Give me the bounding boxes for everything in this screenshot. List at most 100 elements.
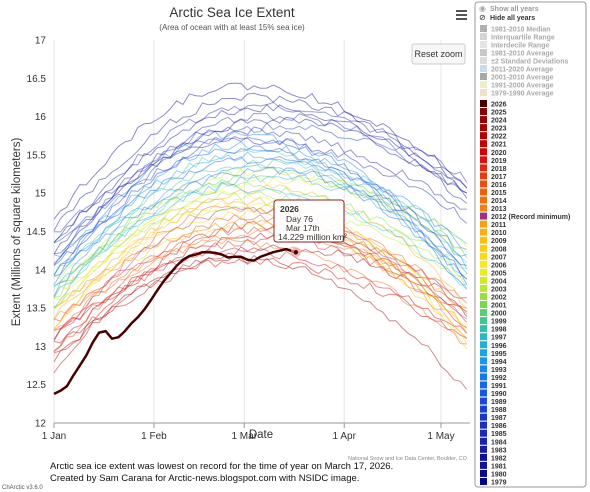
legend-item-1979[interactable]: 1979: [480, 477, 507, 487]
legend-item-1986[interactable]: 1986: [480, 421, 507, 431]
legend-item-2019[interactable]: 2019: [480, 156, 507, 165]
legend-swatch: [480, 172, 487, 180]
legend-label: 1993: [491, 367, 507, 374]
legend-item-1981-2010-average[interactable]: 1981-2010 Average: [480, 49, 554, 58]
legend-label: 1996: [491, 343, 507, 350]
legend-item-1981[interactable]: 1981: [480, 461, 507, 471]
hide-all-years-button[interactable]: ⊘ Hide all years: [479, 13, 535, 22]
year-line-2014: [53, 227, 468, 339]
legend-label: 1995: [491, 351, 507, 358]
legend-swatch: [480, 228, 487, 236]
legend-item-1983[interactable]: 1983: [480, 445, 507, 455]
legend-item-1984[interactable]: 1984: [480, 437, 507, 447]
legend-item-2020[interactable]: 2020: [480, 148, 507, 157]
show-all-years-button[interactable]: ◉ Show all years: [479, 4, 539, 13]
legend-item-2024[interactable]: 2024: [480, 116, 507, 125]
legend-label: 2007: [491, 254, 507, 261]
y-tick-label: 13.5: [27, 304, 47, 315]
legend-item-2004[interactable]: 2004: [480, 276, 507, 286]
legend-item-2010[interactable]: 2010: [480, 228, 507, 238]
legend-item--2-standard-deviations[interactable]: ±2 Standard Deviations: [480, 57, 568, 66]
year-line-1986: [53, 112, 468, 255]
legend-item-2008[interactable]: 2008: [480, 244, 507, 254]
legend-swatch: [480, 124, 487, 132]
legend-swatch: [480, 445, 487, 453]
legend-item-1991[interactable]: 1991: [480, 381, 507, 390]
reset-zoom-label: Reset zoom: [414, 49, 462, 59]
legend-item-2006[interactable]: 2006: [480, 260, 507, 270]
legend-item-1982[interactable]: 1982: [480, 453, 507, 463]
legend-item-2015[interactable]: 2015: [480, 188, 507, 197]
legend-item-2001[interactable]: 2001: [480, 301, 507, 310]
legend-swatch: [480, 317, 487, 325]
legend-label: 2008: [491, 246, 507, 253]
legend-item-1994[interactable]: 1994: [480, 357, 507, 366]
legend-item-interquartile-range[interactable]: Interquartile Range: [480, 33, 555, 42]
legend-item-1989[interactable]: 1989: [480, 397, 507, 407]
legend-item-1979-1990-average[interactable]: 1979-1990 Average: [480, 89, 554, 98]
legend-item-2025[interactable]: 2025: [480, 108, 507, 117]
reset-zoom-button[interactable]: Reset zoom: [411, 43, 466, 65]
legend-item-2000[interactable]: 2000: [480, 309, 507, 318]
legend-label: 2014: [491, 198, 507, 205]
legend-item-2011-2020-average[interactable]: 2011-2020 Average: [480, 65, 553, 74]
legend-item-2014[interactable]: 2014: [480, 196, 507, 206]
version-label: ChArctic v3.6.0: [2, 485, 43, 491]
legend-label: Interquartile Range: [491, 35, 555, 42]
legend-item-1996[interactable]: 1996: [480, 341, 507, 350]
legend-item-2023[interactable]: 2023: [480, 124, 507, 133]
legend-item-1980[interactable]: 1980: [480, 469, 507, 479]
tooltip-date: Mar 17th: [286, 223, 320, 233]
year-line-1979: [53, 82, 468, 220]
legend-item-1987[interactable]: 1987: [480, 413, 507, 423]
legend-item-2005[interactable]: 2005: [480, 268, 507, 278]
legend-item-1999[interactable]: 1999: [480, 317, 507, 326]
legend-item-1992[interactable]: 1992: [480, 373, 507, 382]
legend-swatch: [480, 421, 487, 429]
legend-swatch: [480, 284, 487, 292]
legend-item-2007[interactable]: 2007: [480, 252, 507, 261]
legend-item-1985[interactable]: 1985: [480, 429, 507, 439]
legend-item-2026[interactable]: 2026: [480, 100, 507, 109]
year-line-2016: [53, 205, 468, 341]
legend-label: 1989: [491, 399, 507, 406]
legend-item-2022[interactable]: 2022: [480, 132, 507, 141]
hover-point: [293, 250, 299, 255]
year-line-1984: [53, 135, 468, 233]
legend-item-2013[interactable]: 2013: [480, 204, 507, 214]
legend-swatch: [480, 100, 487, 107]
legend-swatch: [480, 164, 487, 172]
legend-item-2018[interactable]: 2018: [480, 164, 507, 173]
year-line-2011: [53, 197, 468, 330]
hamburger-menu-icon[interactable]: [453, 7, 469, 23]
legend-item-2009[interactable]: 2009: [480, 236, 507, 246]
legend-panel: ◉ Show all years ⊘ Hide all years 1981-2…: [474, 1, 587, 488]
legend-item-1997[interactable]: 1997: [480, 333, 507, 342]
legend-item-2003[interactable]: 2003: [480, 284, 507, 294]
year-line-2023: [53, 232, 468, 340]
legend-label: Interdecile Range: [491, 43, 549, 50]
legend-item-2021[interactable]: 2021: [480, 140, 507, 149]
x-tick-label: 1 Jan: [42, 431, 66, 442]
legend-item-2016[interactable]: 2016: [480, 180, 507, 189]
legend-item-1988[interactable]: 1988: [480, 405, 507, 415]
year-line-2012: [53, 206, 468, 342]
eye-slash-icon: ⊘: [479, 13, 486, 22]
legend-item-2012[interactable]: 2012 (Record minimum): [480, 212, 570, 222]
legend-item-1993[interactable]: 1993: [480, 365, 507, 374]
legend-item-1990[interactable]: 1990: [480, 389, 507, 399]
legend-item-1991-2000-average[interactable]: 1991-2000 Average: [480, 81, 554, 90]
legend-item-2002[interactable]: 2002: [480, 293, 507, 302]
legend-item-1995[interactable]: 1995: [480, 349, 507, 358]
legend-item-2011[interactable]: 2011: [480, 220, 506, 230]
y-tick-label: 12: [35, 419, 47, 430]
y-tick-label: 13: [35, 342, 47, 353]
legend-item-2017[interactable]: 2017: [480, 172, 507, 181]
legend-label: 1991-2000 Average: [491, 83, 554, 90]
legend-item-interdecile-range[interactable]: Interdecile Range: [480, 41, 549, 50]
legend-item-1998[interactable]: 1998: [480, 325, 507, 334]
legend-item-2001-2010-average[interactable]: 2001-2010 Average: [480, 73, 554, 82]
legend-item-1981-2010-median[interactable]: 1981-2010 Median: [480, 25, 551, 34]
legend-swatch: [480, 140, 487, 148]
